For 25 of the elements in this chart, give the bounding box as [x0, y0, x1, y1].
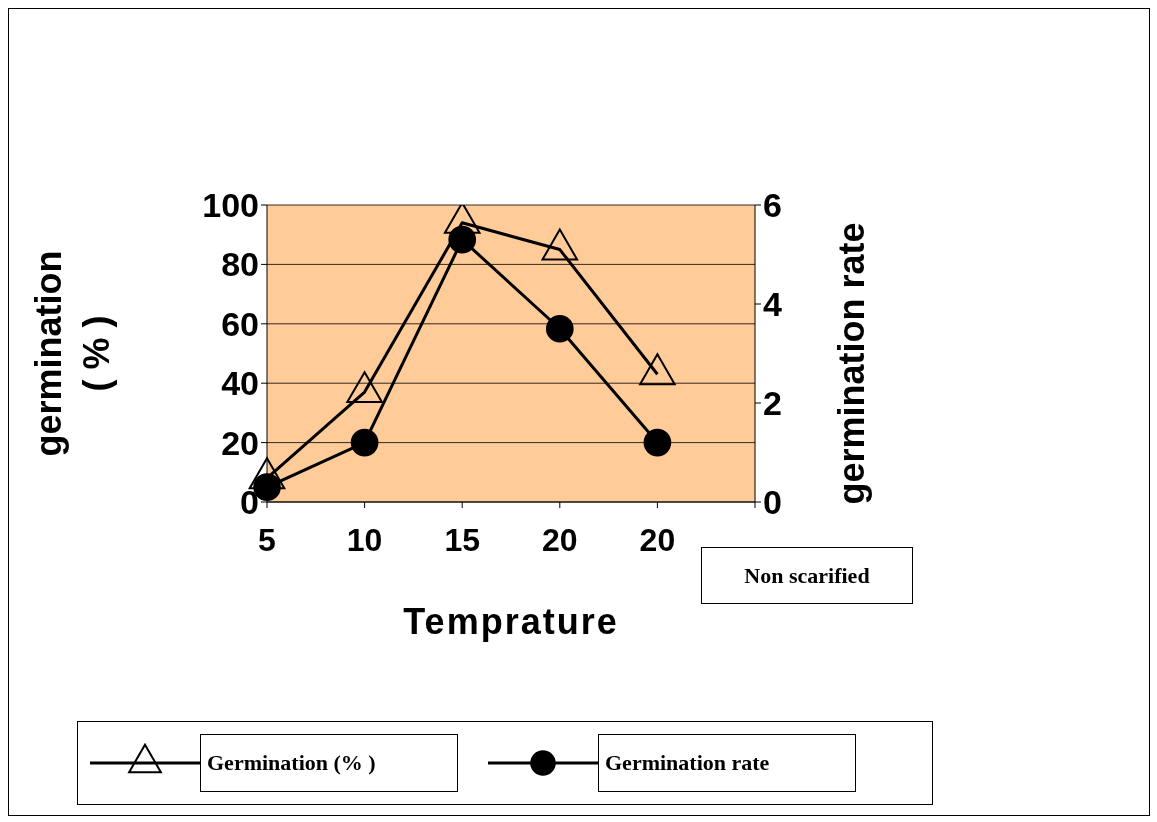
y-tick-label: 40	[221, 364, 259, 403]
y2-tick-label: 6	[763, 186, 782, 225]
y2-tick-label: 2	[763, 384, 782, 423]
y-tick-label: 100	[202, 186, 259, 225]
x-tick-label: 10	[346, 521, 383, 558]
y2-tick-label: 4	[763, 285, 782, 324]
y-tick-label: 60	[221, 304, 259, 343]
y2-tick-label: 0	[763, 483, 782, 522]
text: Non scarified	[701, 547, 913, 604]
x-tick-label: 15	[444, 521, 480, 558]
x-tick-label: 20	[542, 521, 578, 558]
point	[350, 428, 379, 457]
y-tick-label: 0	[240, 483, 259, 522]
x-axis-title: Temprature	[403, 601, 619, 642]
point	[545, 314, 574, 343]
y-axis-title: germination ( % )	[28, 250, 117, 457]
x-tick-label: 20	[639, 521, 676, 558]
y-tick-label: 80	[221, 245, 259, 284]
point	[448, 225, 477, 254]
x-tick-label: 5	[258, 521, 276, 558]
y-tick-label: 20	[221, 423, 259, 462]
y2-axis-title: germination rate	[831, 222, 872, 505]
legend-label: Germination rate	[598, 734, 856, 792]
legend-label: Germination (% )	[200, 734, 458, 792]
point	[643, 428, 672, 457]
